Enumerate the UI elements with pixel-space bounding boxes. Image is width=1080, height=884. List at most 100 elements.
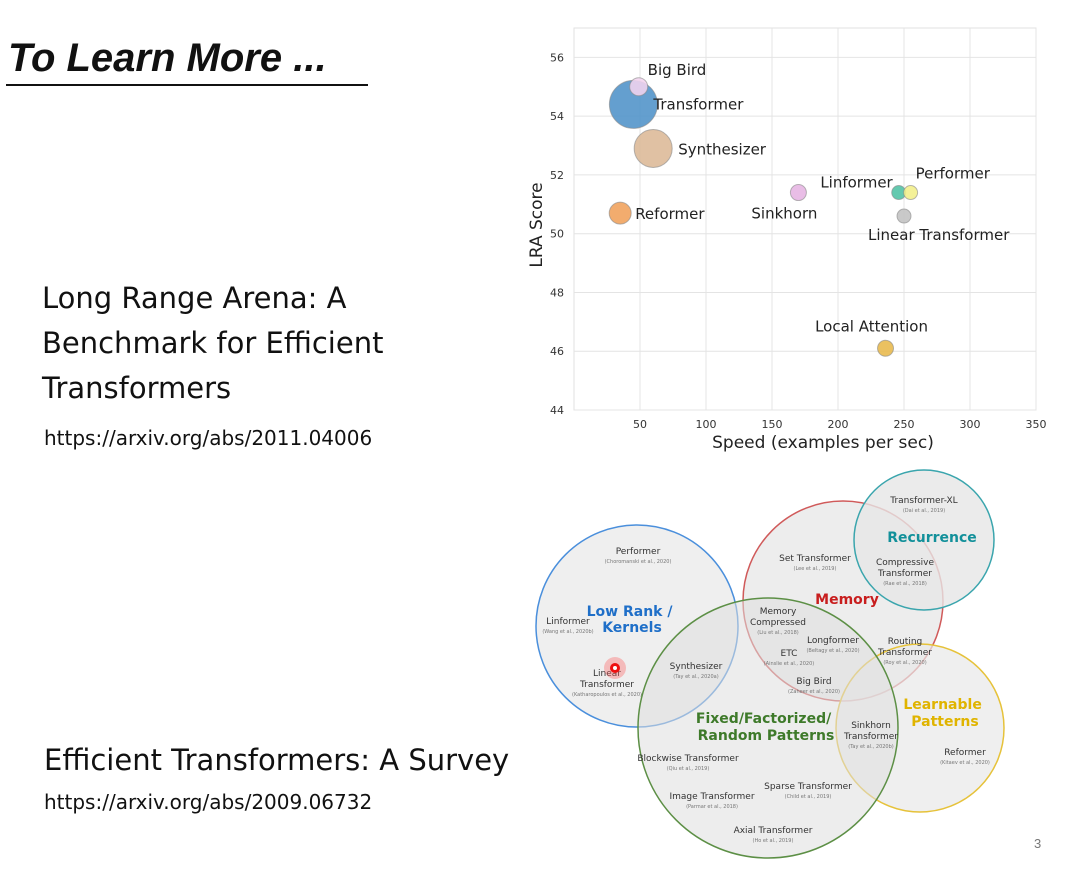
y-tick-label: 48 xyxy=(550,286,564,299)
scatter-point xyxy=(903,185,919,201)
x-tick-label: 100 xyxy=(696,418,717,431)
venn-model-citation: (Dai et al., 2019) xyxy=(903,508,945,514)
venn-model-citation: (Liu et al., 2018) xyxy=(757,630,798,636)
venn-model-name-line: Compressed xyxy=(750,618,806,628)
venn-model-citation: (Lee et al., 2019) xyxy=(794,566,837,572)
venn-model-citation: (Ho et al., 2019) xyxy=(753,838,794,844)
venn-label-low-rank: Low Rank / Kernels xyxy=(587,604,678,636)
venn-label-learnable: Learnable Patterns xyxy=(903,697,986,730)
venn-model-name: Memory Compressed xyxy=(750,607,806,628)
venn-model-name-line: Transformer xyxy=(843,732,898,742)
venn-model-name-line: Compressive xyxy=(876,558,935,568)
survey-paper-title: Efficient Transformers: A Survey xyxy=(44,743,510,777)
venn-model-name: Image Transformer xyxy=(669,792,754,802)
venn-model-name-line: Memory xyxy=(760,607,797,617)
lra-title-line: Benchmark for Efficient xyxy=(42,326,384,360)
venn-model-name: Synthesizer xyxy=(670,662,723,672)
scatter-point xyxy=(877,339,895,357)
x-tick-label: 50 xyxy=(633,418,647,431)
point-label: Local Attention xyxy=(815,317,928,335)
venn-model-name: Linformer xyxy=(546,617,590,627)
scatter-point xyxy=(633,128,673,168)
point-label: Reformer xyxy=(635,205,705,223)
venn-model-citation: (Beltagy et al., 2020) xyxy=(806,648,859,654)
y-tick-label: 46 xyxy=(550,345,564,358)
venn-model-citation: (Tay et al., 2020b) xyxy=(848,744,894,750)
x-tick-label: 250 xyxy=(894,418,915,431)
venn-label-fixed: Fixed/Factorized/ Random Patterns xyxy=(696,711,836,744)
x-tick-label: 350 xyxy=(1026,418,1047,431)
point-label: Performer xyxy=(916,165,991,183)
y-tick-label: 50 xyxy=(550,228,564,241)
venn-model-name-line: Transformer xyxy=(579,680,634,690)
venn-model-citation: (Tay et al., 2020a) xyxy=(673,674,718,680)
lra-scatter-chart: 50 100 150 200 250 300 350 44 46 48 50 52 54 56 Speed … xyxy=(527,27,1047,453)
y-tick-label: 44 xyxy=(550,404,564,417)
venn-model-citation: (Kitaev et al., 2020) xyxy=(940,760,990,766)
venn-label-fixed-line: Fixed/Factorized/ xyxy=(696,711,832,727)
title-underline xyxy=(6,84,368,86)
venn-model-name: Set Transformer xyxy=(779,554,851,564)
venn-model-name: Blockwise Transformer xyxy=(637,754,739,764)
y-tick-label: 54 xyxy=(550,110,564,123)
venn-model-name: Reformer xyxy=(944,748,986,758)
venn-model-citation: (Choromanski et al., 2020) xyxy=(605,559,672,565)
point-label: Synthesizer xyxy=(678,140,767,158)
venn-model-citation: (Rae et al., 2018) xyxy=(883,581,927,587)
venn-region-labels: Low Rank / Kernels Memory Recurrence Lea… xyxy=(587,530,986,744)
venn-model-name: Sinkhorn Transformer xyxy=(843,721,898,742)
venn-model-name: ETC xyxy=(781,649,798,659)
venn-circle-fixed xyxy=(637,597,899,859)
venn-model-citation: (Ainslie et al., 2020) xyxy=(764,661,815,667)
slide-title: To Learn More ... xyxy=(8,36,327,80)
venn-model-name-line: Linear xyxy=(593,669,621,679)
page-number: 3 xyxy=(1034,836,1042,851)
venn-model-citation: (Qiu et al., 2019) xyxy=(667,766,710,772)
survey-paper-link[interactable]: https://arxiv.org/abs/2009.06732 xyxy=(44,790,373,814)
venn-label-recurrence: Recurrence xyxy=(887,530,977,546)
lra-paper-link[interactable]: https://arxiv.org/abs/2011.04006 xyxy=(44,426,373,450)
point-label: Transformer xyxy=(652,95,744,113)
venn-label-memory: Memory xyxy=(815,592,879,608)
venn-model-name: Longformer xyxy=(807,636,859,646)
laser-pointer-core xyxy=(613,666,617,670)
point-label: Sinkhorn xyxy=(751,205,817,223)
venn-circle-recurrence xyxy=(853,469,995,611)
venn-model-name: Performer xyxy=(616,547,661,557)
scatter-point xyxy=(608,201,632,225)
scatter-point xyxy=(896,208,912,224)
venn-model-citation: (Child et al., 2019) xyxy=(785,794,832,800)
venn-model-name: Sparse Transformer xyxy=(764,782,852,792)
scatter-point xyxy=(789,184,807,202)
x-tick-label: 150 xyxy=(762,418,783,431)
venn-model-citation: (Wang et al., 2020b) xyxy=(542,629,593,635)
venn-model-name: Axial Transformer xyxy=(734,826,813,836)
point-label: Linformer xyxy=(820,174,893,192)
lra-paper-title: Long Range Arena: A Benchmark for Effici… xyxy=(42,276,502,411)
y-tick-label: 52 xyxy=(550,169,564,182)
venn-model-name-line: Transformer xyxy=(877,569,932,579)
venn-model-name-line: Transformer xyxy=(877,648,932,658)
venn-model-name: Linear Transformer xyxy=(579,669,634,690)
venn-model-name-line: Sinkhorn xyxy=(851,721,891,731)
x-tick-label: 200 xyxy=(828,418,849,431)
efficient-transformers-venn-diagram: Low Rank / Kernels Memory Recurrence Lea… xyxy=(535,469,1005,859)
venn-circles xyxy=(535,469,1005,859)
venn-label-learnable-line: Patterns xyxy=(911,714,978,730)
y-tick-label: 56 xyxy=(550,51,564,64)
venn-label-low-rank-line: Low Rank / xyxy=(587,604,674,620)
lra-title-line: Transformers xyxy=(42,371,232,405)
venn-model-citation: (Roy et al., 2020) xyxy=(883,660,926,666)
venn-model-citation: (Parmar et al., 2018) xyxy=(686,804,738,810)
venn-label-learnable-line: Learnable xyxy=(903,697,982,713)
venn-label-fixed-line: Random Patterns xyxy=(698,728,835,744)
venn-model-name: Routing Transformer xyxy=(877,637,932,658)
laser-pointer xyxy=(604,657,626,679)
point-label: Big Bird xyxy=(648,61,707,79)
venn-model-name: Compressive Transformer xyxy=(876,558,935,579)
x-axis-label: Speed (examples per sec) xyxy=(712,433,934,453)
scatter-point xyxy=(629,77,649,97)
venn-model-citation: (Zaheer et al., 2020) xyxy=(788,689,840,695)
venn-model-name: Transformer-XL xyxy=(889,496,957,506)
venn-model-name: Big Bird xyxy=(796,677,831,687)
